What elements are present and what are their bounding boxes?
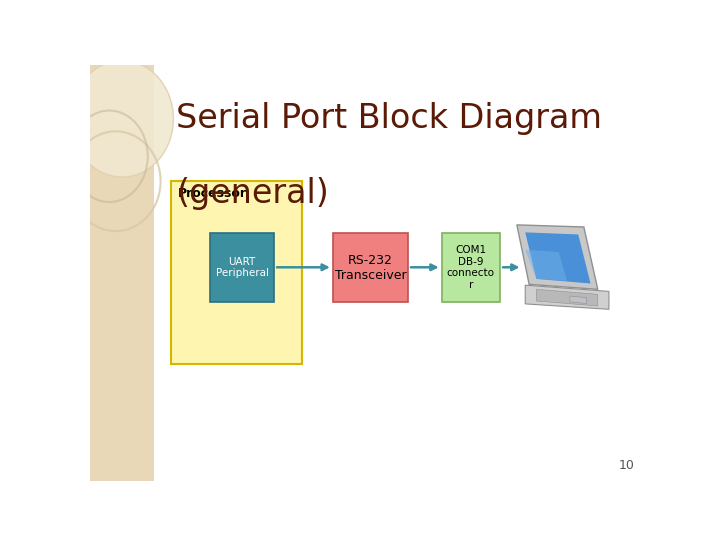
FancyBboxPatch shape [171,181,302,364]
Text: Processor: Processor [178,187,247,200]
Polygon shape [570,296,587,303]
Ellipse shape [71,60,174,177]
Text: 10: 10 [618,460,634,472]
Polygon shape [526,232,590,284]
Text: COM1
DB-9
connecto
r: COM1 DB-9 connecto r [447,245,495,290]
Text: RS-232
Transceiver: RS-232 Transceiver [335,253,406,281]
FancyBboxPatch shape [441,233,500,302]
Polygon shape [526,250,567,281]
Text: Serial Port Block Diagram: Serial Port Block Diagram [176,102,603,135]
Bar [90,65,154,481]
Polygon shape [526,285,609,309]
Text: UART
Peripheral: UART Peripheral [215,256,269,278]
Text: (general): (general) [176,177,329,210]
FancyBboxPatch shape [210,233,274,302]
FancyBboxPatch shape [333,233,408,302]
Polygon shape [517,225,598,289]
Polygon shape [536,289,598,306]
